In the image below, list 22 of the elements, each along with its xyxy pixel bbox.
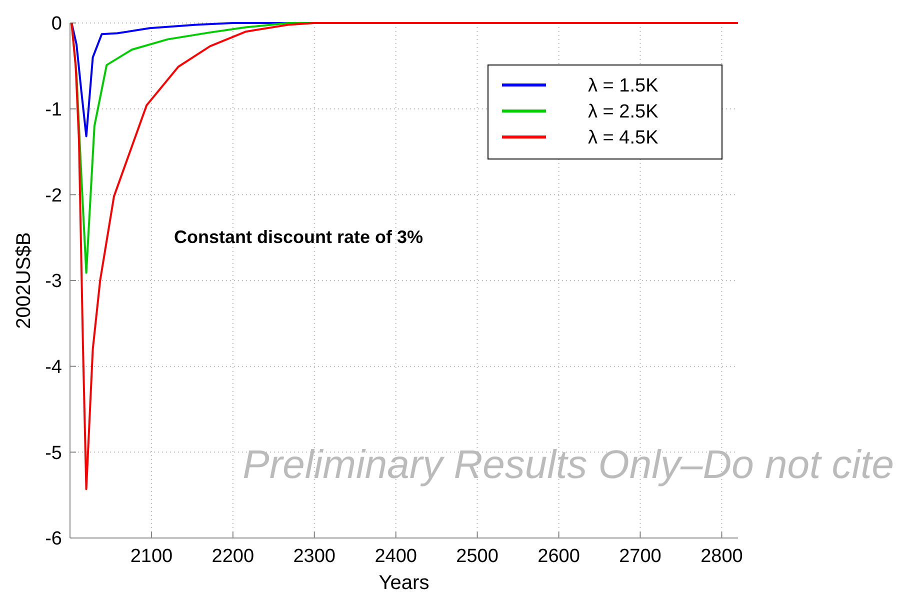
y-tick-label: -1 (45, 99, 62, 120)
y-tick-label: -6 (45, 528, 62, 550)
x-tick-label: 2600 (538, 546, 580, 567)
x-tick-label: 2100 (130, 546, 173, 567)
annotation: Preliminary Results Only–Do not cite (242, 442, 894, 487)
y-tick-label: -5 (45, 442, 62, 464)
x-tick-label: 2200 (212, 546, 254, 567)
legend-label: λ = 4.5K (588, 128, 659, 149)
x-tick-label: 2400 (374, 546, 417, 567)
legend-label: λ = 2.5K (588, 102, 659, 123)
y-axis-title: 2002US$B (13, 232, 35, 329)
x-tick-label: 2800 (700, 546, 743, 567)
x-axis-title: Years (378, 572, 430, 594)
y-tick-label: -3 (45, 271, 62, 292)
x-tick-label: 2500 (456, 546, 498, 567)
y-tick-label: -2 (45, 185, 62, 206)
annotation: Constant discount rate of 3% (174, 227, 424, 247)
y-tick-label: -4 (45, 356, 62, 378)
x-tick-label: 2700 (619, 546, 662, 567)
y-tick-label: 0 (51, 14, 62, 35)
x-tick-label: 2300 (293, 546, 336, 567)
legend-label: λ = 1.5K (588, 76, 659, 97)
